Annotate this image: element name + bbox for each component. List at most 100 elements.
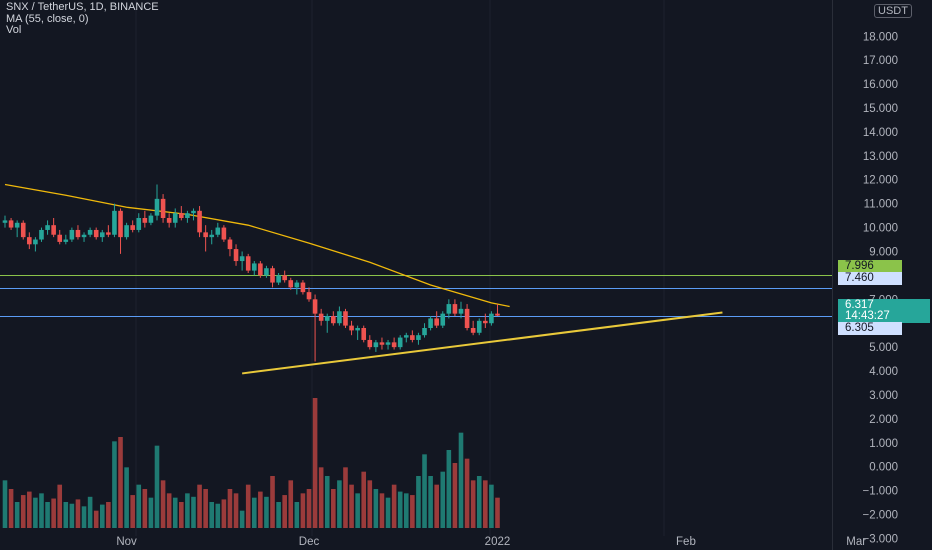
volume-bar (422, 454, 427, 528)
candle-body (233, 249, 239, 262)
volume-bar (112, 441, 117, 528)
y-tick-label: −1.000 (863, 486, 899, 498)
volume-bar (69, 503, 75, 528)
volume-bar (458, 432, 464, 528)
y-tick-label: 17.000 (863, 55, 898, 67)
volume-bar (124, 467, 129, 528)
candle-body (172, 213, 178, 223)
x-tick-label: Feb (676, 536, 696, 548)
candle-body (166, 218, 172, 223)
volume-bar (197, 484, 202, 528)
volume-indicator-label[interactable]: Vol (6, 24, 22, 36)
candle-body (422, 328, 427, 336)
candle-body (464, 308, 470, 328)
y-tick-label: 0.000 (869, 462, 898, 474)
time-axis[interactable]: Nov Dec 2022 Feb Mar (116, 536, 866, 548)
last-price-value: 6.317 (845, 299, 874, 311)
volume-bar (227, 489, 233, 528)
volume-bar (331, 489, 336, 528)
ma-indicator-label[interactable]: MA (55, close, 0) (6, 12, 89, 25)
candle-body (264, 268, 269, 276)
candle-body (203, 232, 208, 238)
chart-legend: SNX / TetherUS, 1D, BINANCE MA (55, clos… (6, 1, 159, 37)
volume-bar (99, 504, 105, 528)
volume-bar (434, 484, 439, 528)
volume-bar (355, 493, 360, 528)
candle-body (343, 311, 348, 326)
volume-bar (87, 496, 93, 528)
candle-body (209, 234, 215, 238)
candle-body (270, 268, 275, 283)
candle-body (33, 239, 38, 245)
currency-button[interactable]: USDT (874, 4, 912, 18)
volume-bar (239, 510, 245, 528)
green-level-price-tag: 7.996 (838, 260, 902, 273)
volume-bar (464, 458, 470, 528)
x-tick-label: Nov (116, 536, 137, 548)
volume-bar (476, 476, 482, 528)
trendline-layer[interactable] (241, 311, 723, 375)
candle-body (112, 210, 117, 235)
candle-body (403, 335, 409, 338)
volume-bar (489, 484, 494, 528)
candle-body (14, 222, 20, 228)
volume-bar (63, 502, 69, 528)
volume-bar (324, 476, 330, 528)
volume-bar (130, 495, 135, 528)
candle-body (99, 232, 105, 238)
candle-body (446, 304, 452, 314)
candle-body (93, 229, 99, 238)
price-axis[interactable]: 18.000 17.000 16.000 15.000 14.000 13.000 12.0… (863, 31, 899, 545)
candle-body (81, 234, 87, 238)
volume-bar (27, 491, 32, 528)
volume-bar (270, 476, 275, 528)
candle-body (355, 328, 360, 331)
volume-bar (251, 497, 257, 528)
volume-bar (233, 493, 239, 528)
volume-bar (160, 480, 166, 528)
candle-body (373, 342, 379, 348)
candle-body (197, 210, 202, 233)
volume-bar (452, 463, 458, 528)
volume-bar (245, 484, 251, 528)
volume-bar (416, 476, 421, 528)
y-tick-label: 18.000 (863, 31, 898, 43)
volume-bar (191, 496, 196, 528)
volume-bar (264, 496, 269, 528)
candle-body (154, 198, 160, 216)
volume-bar (306, 489, 312, 528)
chart-grid (135, 0, 833, 550)
volume-bar (276, 502, 281, 528)
x-tick-label: 2022 (485, 536, 511, 548)
volume-bar (337, 480, 342, 528)
candle-body (106, 232, 111, 235)
candle-body (185, 213, 190, 218)
candle-body (331, 316, 336, 324)
candle-body (410, 335, 415, 340)
candle-body (118, 210, 123, 238)
candle-body (337, 311, 342, 324)
y-tick-label: 5.000 (869, 342, 898, 354)
volume-bar (385, 497, 391, 528)
symbol-title[interactable]: SNX / TetherUS, 1D, BINANCE (6, 1, 159, 13)
volume-bar (57, 484, 63, 528)
y-tick-label: −2.000 (863, 510, 899, 522)
candle-body (324, 316, 330, 321)
volume-bar (379, 493, 385, 528)
volume-bar (148, 497, 154, 528)
volume-bar (33, 497, 38, 528)
volume-bar (282, 495, 287, 528)
volume-bar (209, 502, 215, 528)
volume-bar (81, 506, 87, 528)
candle-body (440, 313, 446, 326)
candle-body (87, 229, 93, 235)
candle-body (75, 229, 81, 238)
candle-body (160, 198, 166, 218)
candle-body (39, 229, 44, 240)
volume-bar (367, 480, 373, 528)
volume-bar (361, 471, 367, 528)
volume-bar (106, 502, 111, 528)
candle-body (489, 313, 494, 324)
candle-body (288, 280, 294, 288)
